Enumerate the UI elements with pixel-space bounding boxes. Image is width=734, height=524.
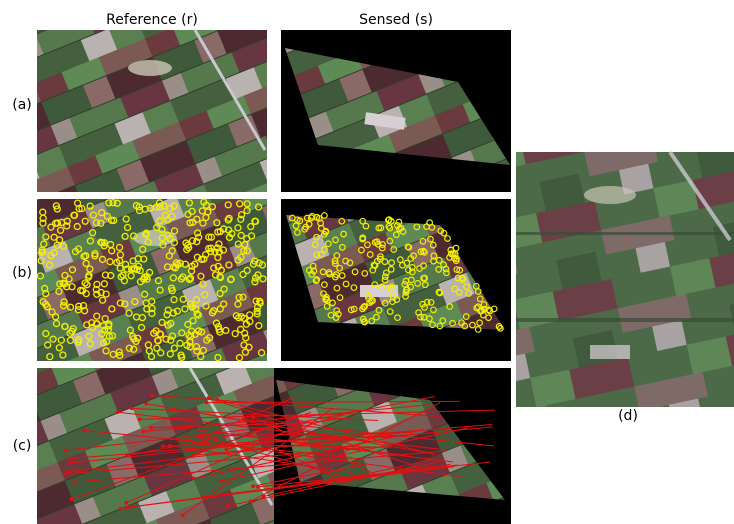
- match-point: [262, 495, 266, 499]
- matching-image: [37, 368, 511, 524]
- reference-image: [37, 30, 267, 192]
- match-point: [144, 402, 148, 406]
- match-point: [69, 461, 73, 465]
- match-point: [142, 430, 146, 434]
- match-point: [73, 480, 77, 484]
- match-point: [181, 513, 185, 517]
- column-header: Reference (r): [106, 12, 198, 28]
- match-point: [138, 417, 142, 421]
- match-point: [119, 507, 123, 511]
- row-label: (b): [12, 265, 32, 281]
- match-point: [63, 449, 67, 453]
- match-point: [67, 457, 71, 461]
- figure: Reference (r) Sensed (s) (a) (b) (c) (d): [0, 0, 734, 524]
- registered-image: [516, 152, 734, 407]
- reference-image: [37, 199, 267, 361]
- match-point: [251, 484, 255, 488]
- match-point: [181, 426, 185, 430]
- match-point: [207, 396, 211, 400]
- match-point: [116, 410, 120, 414]
- match-point: [192, 477, 196, 481]
- sensed-image: [281, 30, 511, 192]
- match-point: [124, 501, 128, 505]
- match-point: [200, 436, 204, 440]
- match-point: [63, 472, 67, 476]
- column-header: Sensed (s): [359, 12, 433, 28]
- match-point: [130, 407, 134, 411]
- match-point: [204, 401, 208, 405]
- match-point: [161, 445, 165, 449]
- match-point: [82, 429, 86, 433]
- match-point: [219, 480, 223, 484]
- match-point: [226, 504, 230, 508]
- match-point: [70, 498, 74, 502]
- match-point: [150, 393, 154, 397]
- page: Reference (r) Sensed (s) (a) (b) (c) (d): [0, 0, 734, 524]
- match-point: [168, 444, 172, 448]
- sensed-image: [281, 199, 511, 361]
- match-point: [68, 470, 72, 474]
- panel-label: (d): [618, 408, 638, 424]
- row-label: (c): [13, 438, 32, 454]
- match-point: [225, 448, 229, 452]
- row-label: (a): [12, 97, 32, 113]
- match-point: [149, 426, 153, 430]
- match-point: [126, 506, 130, 510]
